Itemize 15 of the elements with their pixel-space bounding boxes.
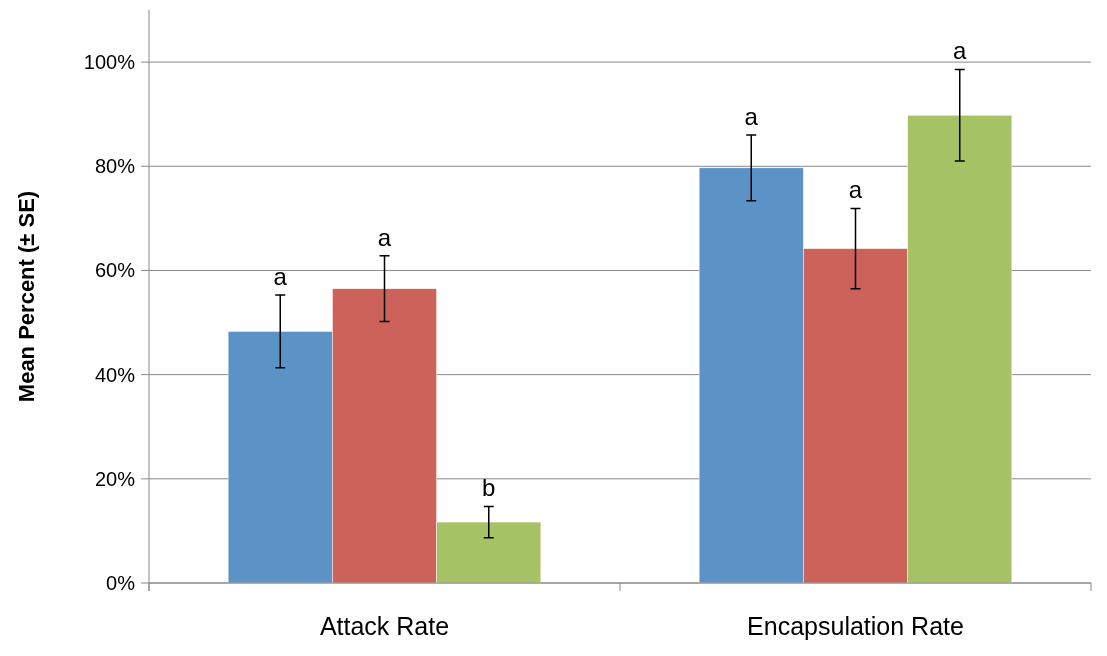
annotation: a [273, 262, 288, 290]
annotation: b [482, 474, 496, 502]
y-tick-label: 60% [94, 259, 136, 282]
annotation: a [377, 223, 392, 251]
y-tick-label: 0% [106, 572, 136, 594]
annotation: a [744, 103, 759, 131]
y-tick-label: 80% [94, 155, 136, 178]
x-tick-label: Attack Rate [319, 612, 450, 640]
y-tick-label: 100% [83, 51, 136, 74]
x-tick-label: Encapsulation Rate [747, 612, 964, 640]
annotation: a [848, 176, 863, 204]
y-tick-label: 20% [94, 467, 136, 490]
y-tick-label: 40% [94, 363, 136, 386]
annotation: a [953, 37, 968, 65]
y-axis-title: Mean Percent (± SE) [14, 190, 39, 403]
